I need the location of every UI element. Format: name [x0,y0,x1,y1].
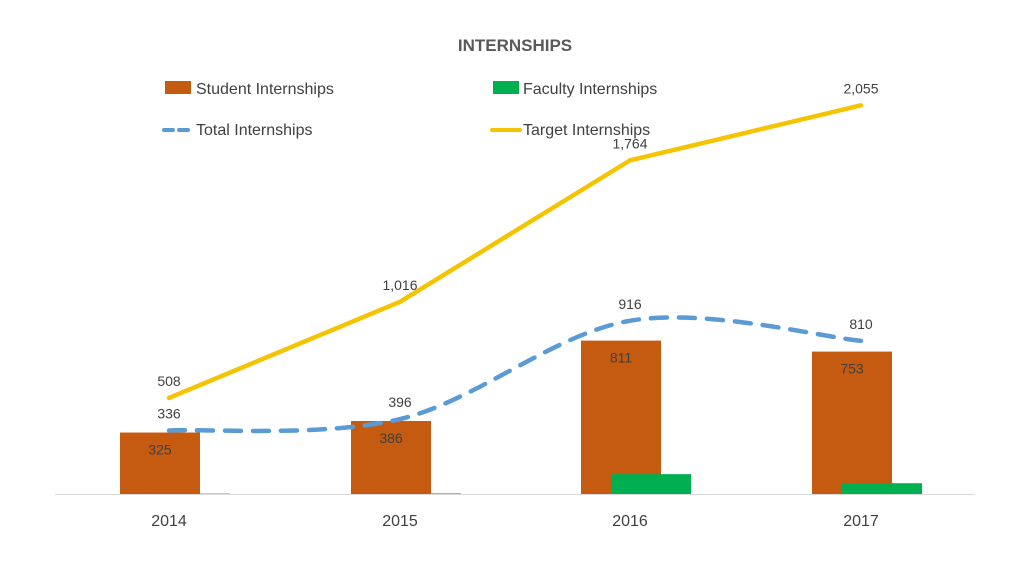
data-label-student-2014: 325 [148,442,172,458]
x-tick-label-2015: 2015 [382,513,418,530]
legend-label-total: Total Internships [196,122,313,139]
legend-item-student: Student Internships [165,81,334,98]
series-line-total [166,315,864,434]
data-label-target-2016: 1,764 [612,135,647,151]
bar-faculty-2017 [842,483,922,494]
legend-item-faculty: Faculty Internships [493,81,657,98]
bar-faculty-2015 [381,493,461,495]
legend-item-target: Target Internships [490,122,650,139]
chart-title: INTERNSHIPS [458,36,572,55]
legend-swatch-faculty [493,81,519,94]
legend-swatch-student [165,81,191,94]
data-label-target-2014: 508 [157,373,181,389]
data-label-target-2017: 2,055 [843,80,878,96]
data-label-total-2015: 396 [388,394,412,410]
legend-label-student: Student Internships [196,81,334,98]
plot-area: 325 386 811 753 336 396 916 810 508 1,016 1,764 2,0… [55,80,975,530]
bar-student-2014 [120,432,200,494]
legend-label-faculty: Faculty Internships [523,81,657,98]
data-label-student-2016: 811 [610,350,633,366]
x-tick-label-2014: 2014 [151,513,187,530]
x-tick-label-2017: 2017 [843,513,879,530]
data-label-student-2015: 386 [379,430,403,446]
bar-student-2017 [812,351,892,494]
data-label-student-2017: 753 [840,361,864,377]
data-label-total-2017: 810 [849,316,873,332]
bar-student-2015 [351,420,431,494]
data-label-total-2016: 916 [618,296,642,312]
bar-student-2016 [581,340,661,494]
legend-label-target: Target Internships [523,122,650,139]
data-label-target-2015: 1,016 [382,277,417,293]
data-label-total-2014: 336 [157,405,181,421]
legend: Student Internships Faculty Internships … [162,81,657,139]
series-line-target [166,103,864,401]
legend-item-total: Total Internships [162,122,313,139]
x-tick-label-2016: 2016 [612,513,648,530]
bar-faculty-2016 [611,474,691,494]
